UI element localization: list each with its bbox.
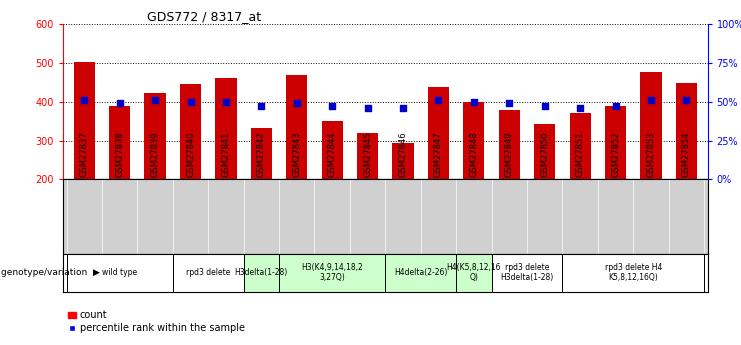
- Point: [362, 105, 373, 111]
- Point: [149, 97, 161, 103]
- Text: H4(K5,8,12,16
Q): H4(K5,8,12,16 Q): [447, 263, 501, 282]
- Point: [503, 101, 515, 106]
- Bar: [562, 254, 704, 292]
- Bar: [357, 133, 378, 179]
- Text: rpd3 delete: rpd3 delete: [186, 268, 230, 277]
- Text: H3(K4,9,14,18,2
3,27Q): H3(K4,9,14,18,2 3,27Q): [302, 263, 363, 282]
- Bar: [286, 75, 308, 179]
- Point: [610, 104, 622, 109]
- Point: [113, 101, 125, 106]
- Point: [433, 97, 445, 103]
- Bar: [393, 143, 413, 179]
- Text: H3delta(1-28): H3delta(1-28): [235, 268, 288, 277]
- Bar: [676, 83, 697, 179]
- Text: GDS772 / 8317_at: GDS772 / 8317_at: [147, 10, 261, 23]
- Bar: [180, 84, 201, 179]
- Point: [574, 105, 586, 111]
- Text: rpd3 delete
H3delta(1-28): rpd3 delete H3delta(1-28): [500, 263, 554, 282]
- Point: [290, 101, 302, 106]
- Point: [79, 97, 90, 103]
- Bar: [250, 128, 272, 179]
- Legend: count, percentile rank within the sample: count, percentile rank within the sample: [68, 310, 245, 333]
- Point: [645, 97, 657, 103]
- Bar: [67, 254, 173, 292]
- Point: [539, 104, 551, 109]
- Bar: [173, 254, 244, 292]
- Bar: [570, 114, 591, 179]
- Text: wild type: wild type: [102, 268, 137, 277]
- Point: [397, 105, 409, 111]
- Point: [326, 104, 338, 109]
- Bar: [73, 62, 95, 179]
- Bar: [499, 110, 520, 179]
- Text: genotype/variation  ▶: genotype/variation ▶: [1, 268, 99, 277]
- Bar: [322, 121, 343, 179]
- Bar: [456, 254, 491, 292]
- Bar: [109, 106, 130, 179]
- Bar: [463, 102, 485, 179]
- Bar: [491, 254, 562, 292]
- Point: [680, 97, 692, 103]
- Point: [220, 99, 232, 105]
- Bar: [605, 106, 626, 179]
- Point: [468, 99, 480, 105]
- Bar: [144, 93, 166, 179]
- Bar: [428, 87, 449, 179]
- Bar: [385, 254, 456, 292]
- Bar: [534, 124, 555, 179]
- Text: rpd3 delete H4
K5,8,12,16Q): rpd3 delete H4 K5,8,12,16Q): [605, 263, 662, 282]
- Bar: [640, 72, 662, 179]
- Point: [185, 99, 196, 105]
- Point: [256, 104, 268, 109]
- Bar: [279, 254, 385, 292]
- Bar: [244, 254, 279, 292]
- Text: H4delta(2-26): H4delta(2-26): [394, 268, 448, 277]
- Bar: [216, 79, 236, 179]
